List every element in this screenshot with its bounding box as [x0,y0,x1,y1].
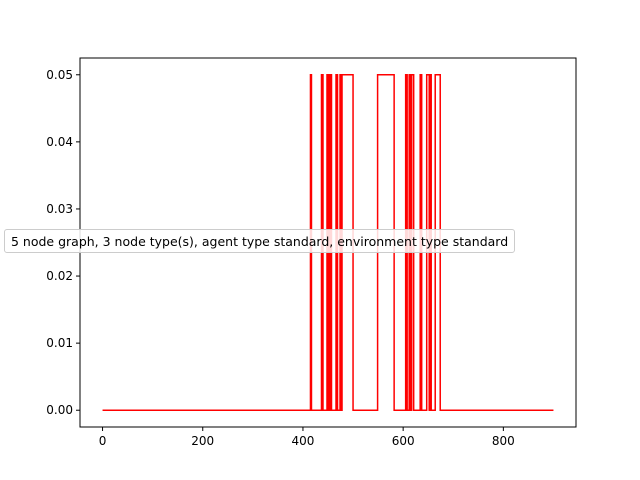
y-tick-label: 0.05 [46,68,73,82]
y-tick-label: 0.03 [46,202,73,216]
legend-label: 5 node graph, 3 node type(s), agent type… [11,233,509,249]
y-tick-label: 0.02 [46,269,73,283]
x-tick-label: 800 [492,434,515,448]
y-tick-label: 0.01 [46,336,73,350]
x-tick-label: 400 [291,434,314,448]
x-axis: 0 200 400 600 800 [99,427,515,448]
y-axis: 0.00 0.01 0.02 0.03 0.04 0.05 [46,68,80,417]
x-tick-label: 200 [191,434,214,448]
series-line [102,74,554,411]
y-tick-label: 0.00 [46,403,73,417]
x-tick-label: 0 [99,434,107,448]
x-tick-label: 600 [392,434,415,448]
y-tick-label: 0.04 [46,135,73,149]
legend: 5 node graph, 3 node type(s), agent type… [4,229,516,253]
